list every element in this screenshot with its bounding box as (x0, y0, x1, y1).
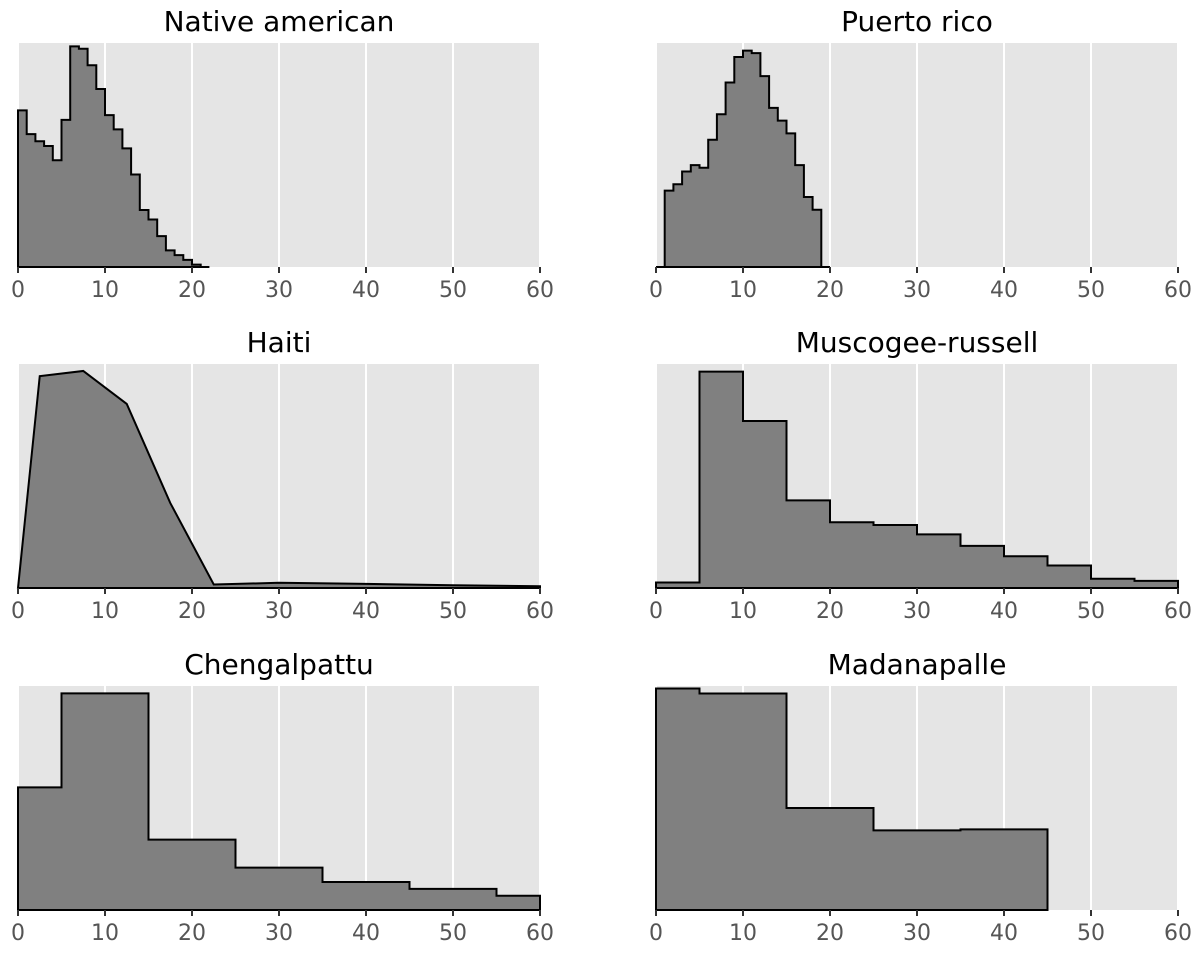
panel-native-american: 0 10 20 30 40 50 60 Native american (11, 5, 554, 303)
x-tick-label-60: 60 (1164, 921, 1192, 946)
x-tick-label-50: 50 (439, 278, 467, 303)
x-tick-label-0: 0 (11, 921, 25, 946)
x-tick-label-30: 30 (265, 921, 293, 946)
x-tick-label-50: 50 (439, 921, 467, 946)
x-tick-label-0: 0 (11, 599, 25, 624)
density-area-haiti (16, 369, 541, 589)
x-tick-label-40: 40 (990, 921, 1018, 946)
panel-title: Chengalpattu (184, 648, 374, 681)
x-tick-label-30: 30 (265, 599, 293, 624)
x-tick-label-60: 60 (1164, 599, 1192, 624)
x-tick-label-20: 20 (178, 921, 206, 946)
density-area-madanapalle (655, 687, 1049, 911)
x-tick-label-30: 30 (903, 599, 931, 624)
x-tick-label-0: 0 (649, 599, 663, 624)
x-tick-label-30: 30 (903, 921, 931, 946)
x-tick-label-50: 50 (1077, 599, 1105, 624)
x-tick-label-10: 10 (91, 921, 119, 946)
panel-haiti: 0 10 20 30 40 50 60 Haiti (11, 326, 554, 624)
x-tick-label-50: 50 (439, 599, 467, 624)
x-tick-label-20: 20 (816, 278, 844, 303)
panel-title: Madanapalle (828, 648, 1007, 681)
x-tick-label-20: 20 (178, 278, 206, 303)
x-tick-label-40: 40 (352, 599, 380, 624)
density-area-muscogee-russell (655, 370, 1179, 589)
x-tick-label-60: 60 (1164, 278, 1192, 303)
panel-chengalpattu: 0 10 20 30 40 50 60 Chengalpattu (11, 648, 554, 946)
x-tick-label-10: 10 (91, 599, 119, 624)
x-tick-label-50: 50 (1077, 278, 1105, 303)
panel-title: Haiti (247, 326, 312, 359)
panel-title: Native american (164, 5, 395, 38)
panel-title: Puerto rico (841, 5, 993, 38)
panel-madanapalle: 0 10 20 30 40 50 60 Madanapalle (649, 648, 1192, 946)
x-tick-label-10: 10 (729, 921, 757, 946)
x-tick-label-40: 40 (352, 278, 380, 303)
x-tick-label-30: 30 (903, 278, 931, 303)
x-tick-label-0: 0 (649, 921, 663, 946)
x-tick-label-20: 20 (816, 599, 844, 624)
x-tick-label-60: 60 (526, 278, 554, 303)
x-tick-label-60: 60 (526, 599, 554, 624)
x-tick-label-40: 40 (990, 278, 1018, 303)
x-tick-label-40: 40 (990, 599, 1018, 624)
panel-title: Muscogee-russell (796, 326, 1039, 359)
x-tick-label-0: 0 (649, 278, 663, 303)
x-tick-label-60: 60 (526, 921, 554, 946)
x-tick-label-40: 40 (352, 921, 380, 946)
x-tick-label-50: 50 (1077, 921, 1105, 946)
x-tick-label-10: 10 (729, 278, 757, 303)
x-tick-label-10: 10 (729, 599, 757, 624)
x-tick-label-20: 20 (816, 921, 844, 946)
panel-muscogee-russell: 0 10 20 30 40 50 60 Muscogee-russell (649, 326, 1192, 624)
density-area-chengalpattu (17, 692, 541, 911)
x-tick-label-30: 30 (265, 278, 293, 303)
density-area-native-american (17, 45, 210, 268)
x-tick-label-10: 10 (91, 278, 119, 303)
x-tick-label-20: 20 (178, 599, 206, 624)
x-tick-label-0: 0 (11, 278, 25, 303)
density-area-puerto-rico (656, 49, 830, 268)
panel-puerto-rico: 0 10 20 30 40 50 60 Puerto rico (649, 5, 1192, 303)
